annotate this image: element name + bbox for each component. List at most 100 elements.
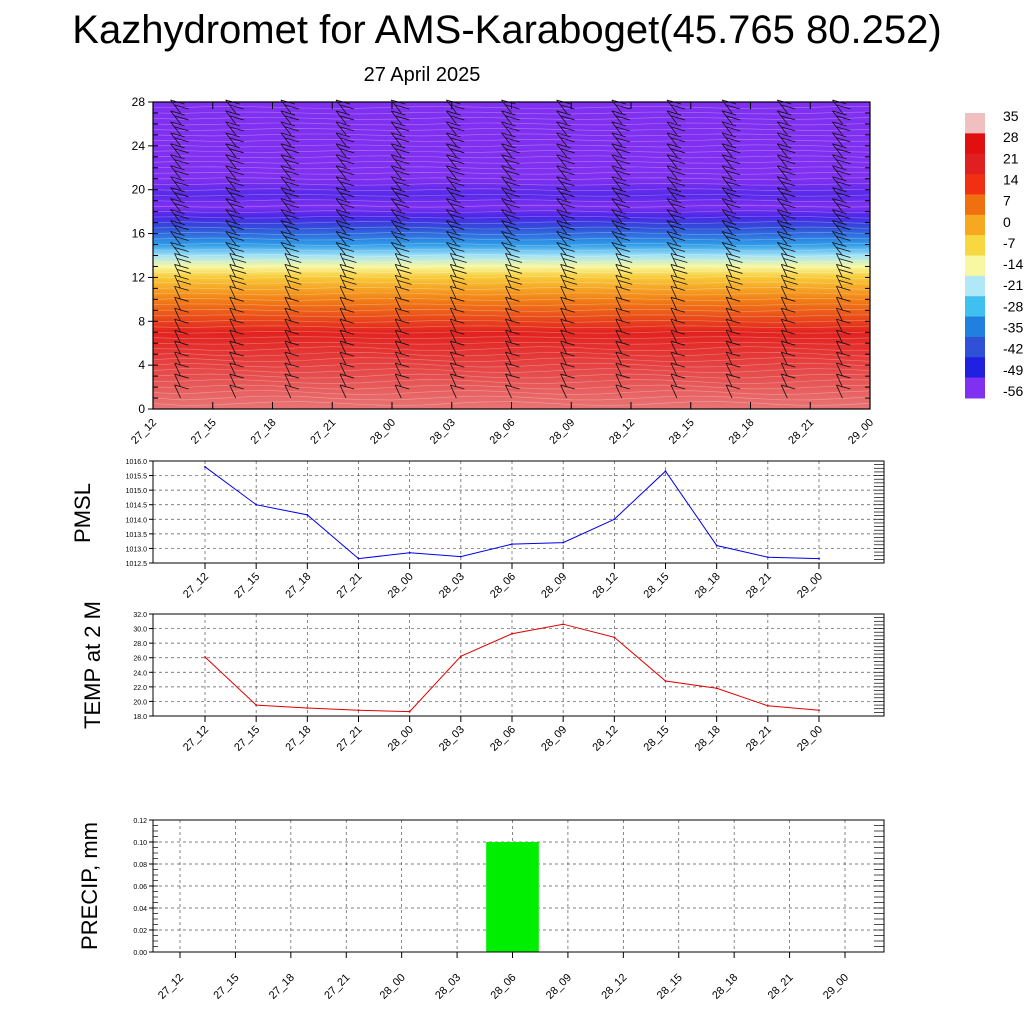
wind-barb-flag (611, 198, 626, 204)
wind-barb-shaft (670, 275, 678, 289)
wind-barb (556, 132, 575, 147)
wind-barb-flag (339, 137, 355, 143)
wind-barb-flag (339, 247, 355, 252)
wind-barb-shaft (174, 384, 181, 399)
wind-barb-shaft (611, 209, 623, 223)
wind-barb-shaft (229, 341, 237, 355)
wind-barb (556, 220, 575, 234)
wind-barb-shaft (339, 286, 347, 300)
wind-barb (394, 296, 410, 311)
wind-barb-flag (615, 384, 630, 390)
wind-barb-flag (395, 203, 410, 209)
colorbar-label: -7 (1003, 235, 1016, 251)
wind-barb-shaft (832, 132, 843, 147)
colorbar-swatch (965, 153, 985, 175)
data-point (204, 465, 206, 468)
wind-barb-shaft (556, 231, 567, 245)
wind-barb-flag (335, 198, 351, 204)
wind-barb (615, 384, 630, 399)
x-tick-label: 28_09 (544, 972, 574, 1002)
wind-barb-shaft (670, 264, 678, 278)
wind-barb-flag (229, 214, 244, 219)
wind-barb-flag (505, 115, 520, 121)
x-tick-label: 28_12 (599, 972, 629, 1002)
wind-barb-flag (556, 143, 571, 149)
wind-barb-flag (501, 242, 516, 247)
wind-barb-flag (670, 351, 686, 357)
wind-barb (449, 307, 465, 322)
wind-barb-flag (781, 340, 796, 346)
wind-barb-shaft (615, 308, 623, 322)
wind-barb-flag (726, 148, 741, 154)
wind-barb-flag (176, 280, 192, 285)
wind-barb-flag (562, 269, 578, 274)
wind-barb (776, 143, 796, 158)
wind-barb-flag (170, 198, 185, 204)
wind-barb (339, 373, 355, 388)
wind-barb-flag (726, 384, 741, 390)
wind-barb (174, 307, 189, 322)
wind-barb-flag (339, 159, 355, 165)
x-tick-label: 27_21 (322, 972, 352, 1002)
wind-barb-shaft (776, 121, 788, 136)
wind-barb (615, 253, 633, 267)
x-tick-label: 28_18 (693, 724, 723, 754)
wind-barb-shaft (449, 308, 457, 322)
wind-barb-shaft (335, 121, 347, 136)
wind-barb (560, 275, 578, 289)
wind-barb (615, 329, 630, 344)
y-tick-label: 0.02 (133, 928, 147, 935)
wind-barb-flag (722, 132, 737, 138)
wind-barb (670, 307, 686, 322)
wind-barb-flag (174, 137, 189, 143)
wind-barb-shaft (170, 231, 181, 245)
wind-barb-shaft (339, 341, 347, 355)
page-title: Kazhydromet for AMS-Karaboget(45.765 80.… (72, 8, 942, 52)
x-tick-label: 28_18 (710, 972, 740, 1002)
wind-barb-flag (726, 104, 741, 110)
wind-barb-shaft (776, 198, 788, 212)
contour-line (152, 111, 871, 115)
contour-line (152, 215, 871, 219)
wind-barb-flag (450, 340, 465, 346)
wind-barb-flag (556, 231, 571, 236)
wind-barb-flag (284, 214, 299, 219)
wind-barb-flag (229, 148, 244, 154)
wind-barb (776, 187, 796, 201)
wind-barb (505, 384, 520, 399)
wind-barb-flag (446, 143, 461, 149)
y-tick-label: 0.08 (133, 862, 147, 869)
wind-barb-flag (450, 307, 465, 313)
wind-barb-shaft (280, 132, 292, 147)
wind-barb (446, 154, 465, 169)
wind-barb (836, 362, 851, 377)
wind-barb-flag (611, 187, 626, 193)
data-point (459, 555, 462, 558)
wind-barb-flag (781, 373, 796, 379)
wind-barb-flag (726, 264, 741, 269)
wind-barb-flag (395, 384, 410, 390)
wind-barb-flag (335, 209, 351, 214)
wind-barb-shaft (505, 373, 512, 388)
wind-barb-flag (505, 104, 520, 110)
x-tick-label: 28_12 (590, 571, 620, 601)
wind-barb-flag (284, 275, 299, 280)
wind-barb-flag (284, 362, 299, 368)
wind-barb-flag (229, 329, 244, 335)
wind-barb (335, 143, 355, 158)
wind-barb-flag (666, 187, 682, 193)
wind-barb-flag (505, 307, 520, 313)
wind-barb-shaft (615, 330, 623, 344)
wind-barb-flag (391, 132, 406, 138)
wind-barb (394, 318, 410, 333)
wind-barb-shaft (394, 297, 402, 311)
wind-barb-flag (170, 187, 185, 193)
contour-line (152, 160, 871, 164)
wind-barb-flag (832, 110, 847, 116)
wind-barb-shaft (501, 154, 512, 169)
wind-barb (446, 110, 465, 125)
wind-barb (670, 384, 686, 399)
wind-barb-shaft (666, 121, 678, 136)
data-point (562, 623, 565, 626)
contour-line (153, 177, 871, 181)
